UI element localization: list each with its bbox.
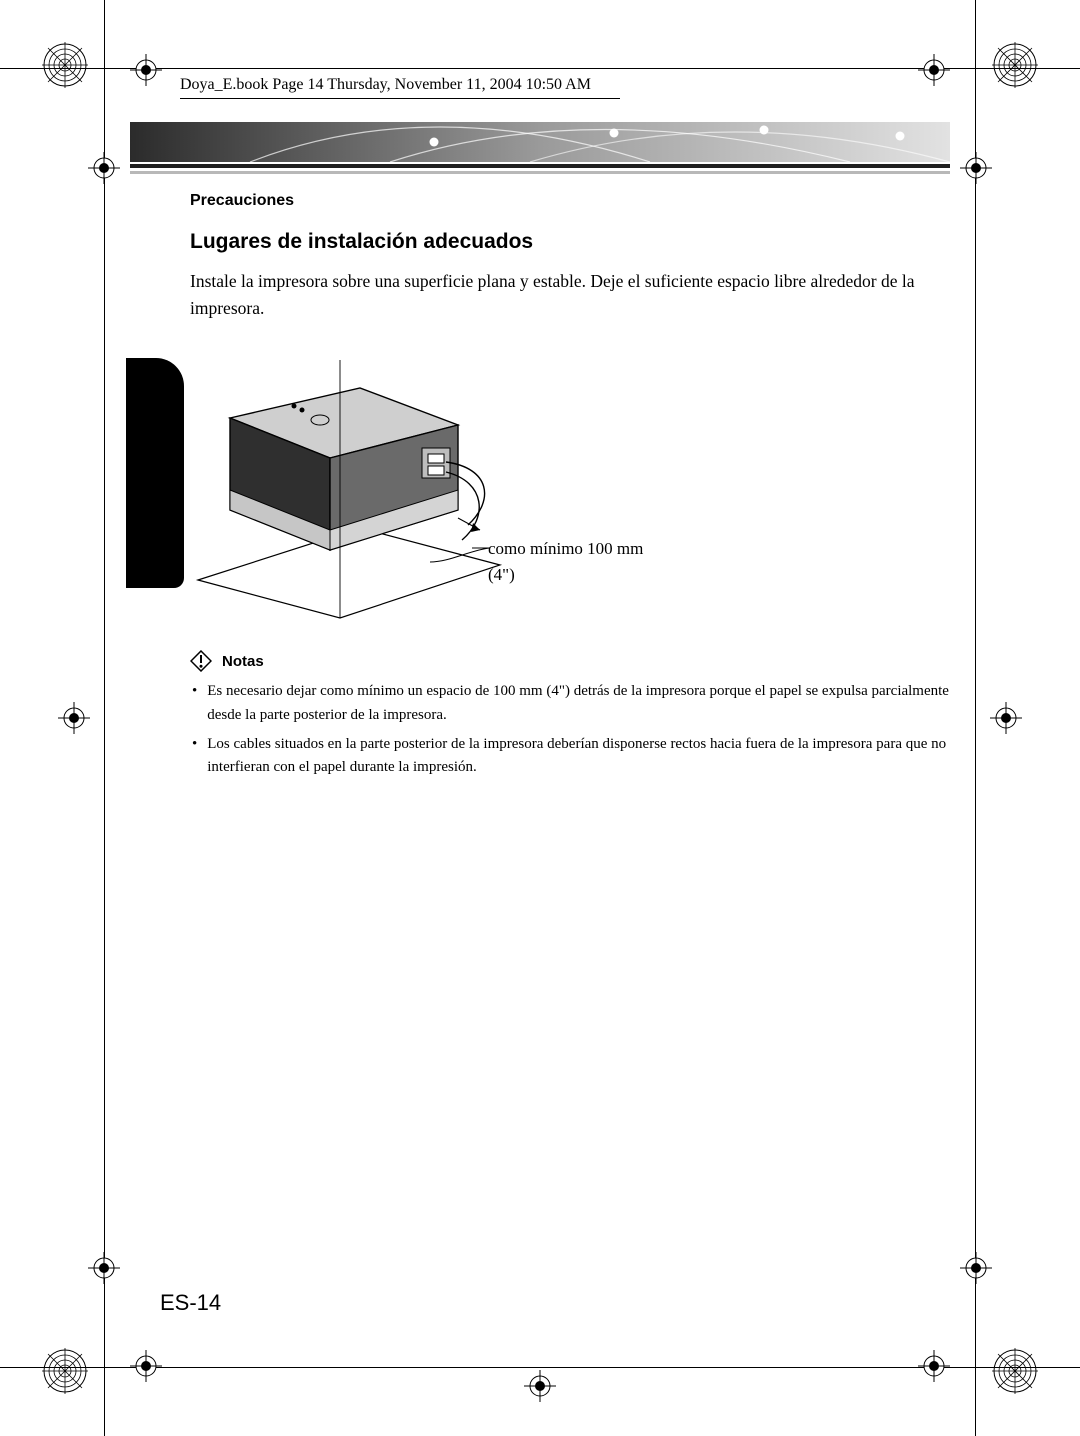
notes-list: • Es necesario dejar como mínimo un espa… [190,680,950,779]
corner-bead-bottom-right [992,1348,1038,1394]
banner-curves [130,122,950,162]
reg-target-icon [990,702,1022,734]
page: Doya_E.book Page 14 Thursday, November 1… [0,0,1080,1436]
header-meta: Doya_E.book Page 14 Thursday, November 1… [180,76,620,99]
section-lead: Instale la impresora sobre una superfici… [190,268,950,322]
notes-heading: Notas [190,650,950,672]
section-banner: Precauciones [130,122,950,186]
figure-caption-line2: (4") [488,565,515,584]
reg-target-icon [524,1370,556,1402]
figure: como mínimo 100 mm (4") [190,350,950,640]
reg-target-icon [130,54,162,86]
crop-line [975,0,976,1436]
figure-caption: como mínimo 100 mm (4") [488,536,643,587]
notes-label: Notas [222,653,264,670]
reg-target-icon [58,702,90,734]
corner-bead-bottom-left [42,1348,88,1394]
reg-target-icon [960,1252,992,1284]
reg-target-icon [918,1350,950,1382]
content: Lugares de instalación adecuados Instale… [190,230,950,785]
bullet-icon: • [192,733,197,780]
corner-bead-top-right [992,42,1038,88]
corner-bead-top-left [42,42,88,88]
list-item: • Los cables situados en la parte poster… [192,733,950,780]
crop-line [104,0,105,1436]
page-number: ES-14 [160,1290,221,1316]
reg-target-icon [130,1350,162,1382]
figure-caption-line1: como mínimo 100 mm [488,539,643,558]
printer-illustration [190,350,510,620]
note-text: Los cables situados en la parte posterio… [207,733,950,780]
reg-target-icon [88,152,120,184]
side-tab-text: Lea esto primero [130,405,152,558]
note-text: Es necesario dejar como mínimo un espaci… [207,680,950,727]
section-title: Lugares de instalación adecuados [190,230,950,254]
caution-diamond-icon [190,650,212,672]
reg-target-icon [918,54,950,86]
banner-label: Precauciones [190,192,294,210]
reg-target-icon [88,1252,120,1284]
list-item: • Es necesario dejar como mínimo un espa… [192,680,950,727]
bullet-icon: • [192,680,197,727]
reg-target-icon [960,152,992,184]
